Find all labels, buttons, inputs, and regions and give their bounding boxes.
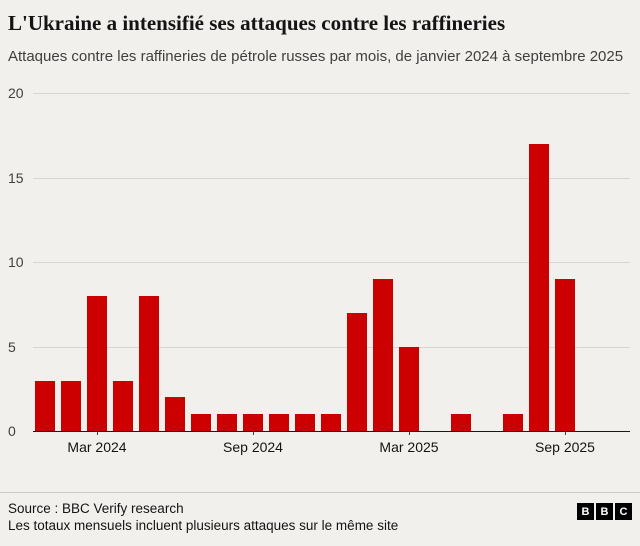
plot-area: Mar 2024 Sep 2024 Mar 2025 Sep 2025 (33, 93, 630, 455)
x-axis-tickmark (97, 431, 98, 436)
x-axis-tickmark (409, 431, 410, 436)
x-axis-label-sep-2025: Sep 2025 (535, 439, 595, 456)
bar-août-2024 (217, 414, 237, 432)
bar-nov-2024 (295, 414, 315, 432)
footnote-text: Les totaux mensuels incluent plusieurs a… (8, 518, 399, 533)
chart-subtitle: Attaques contre les raffineries de pétro… (8, 48, 624, 66)
x-axis-label-mar-2025: Mar 2025 (379, 439, 439, 456)
bbc-logo-letter-b1: B (577, 503, 594, 520)
bar-sep-2025 (555, 279, 575, 432)
bar-oct-2024 (269, 414, 289, 432)
bar-avr-2024 (113, 380, 133, 432)
bar-mar-2024 (87, 296, 107, 432)
bar-juin-2024 (165, 397, 185, 432)
bar-mai-2024 (139, 296, 159, 432)
bar-juil-2024 (191, 414, 211, 432)
x-axis-tickmark (565, 431, 566, 436)
bar-juil-2025 (503, 414, 523, 432)
y-axis-label-0: 0 (8, 423, 16, 440)
bar-août-2025 (529, 143, 549, 432)
bbc-logo-letter-b2: B (596, 503, 613, 520)
bbc-logo: B B C (577, 503, 632, 520)
y-axis-label-15: 15 (8, 169, 24, 186)
x-axis-tickmark (253, 431, 254, 436)
bar-jan-2024 (35, 380, 55, 432)
bar-sep-2024 (243, 414, 263, 432)
x-axis-label-mar-2024: Mar 2024 (67, 439, 127, 456)
y-axis-label-20: 20 (8, 85, 24, 102)
footer: Source : BBC Verify research Les totaux … (0, 492, 640, 546)
bbc-logo-letter-c: C (615, 503, 632, 520)
source-text: Source : BBC Verify research (8, 501, 184, 516)
x-axis-label-sep-2024: Sep 2024 (223, 439, 283, 456)
bar-jan-2025 (347, 312, 367, 432)
bar-mai-2025 (451, 414, 471, 432)
bar-chart: Mar 2024 Sep 2024 Mar 2025 Sep 2025 0 5 10 15 2… (8, 73, 632, 459)
y-axis-label-10: 10 (8, 254, 24, 271)
gridline-10 (33, 262, 630, 264)
bar-fév-2025 (373, 279, 393, 432)
chart-card: L'Ukraine a intensifié ses attaques cont… (8, 11, 632, 459)
bar-fév-2024 (61, 380, 81, 432)
bar-mar-2025 (399, 346, 419, 432)
gridline-15 (33, 177, 630, 179)
gridline-20 (33, 93, 630, 95)
y-axis-label-5: 5 (8, 338, 16, 355)
chart-title: L'Ukraine a intensifié ses attaques cont… (8, 11, 506, 35)
x-axis-baseline (33, 431, 630, 433)
bar-déc-2024 (321, 414, 341, 432)
gridline-5 (33, 346, 630, 348)
